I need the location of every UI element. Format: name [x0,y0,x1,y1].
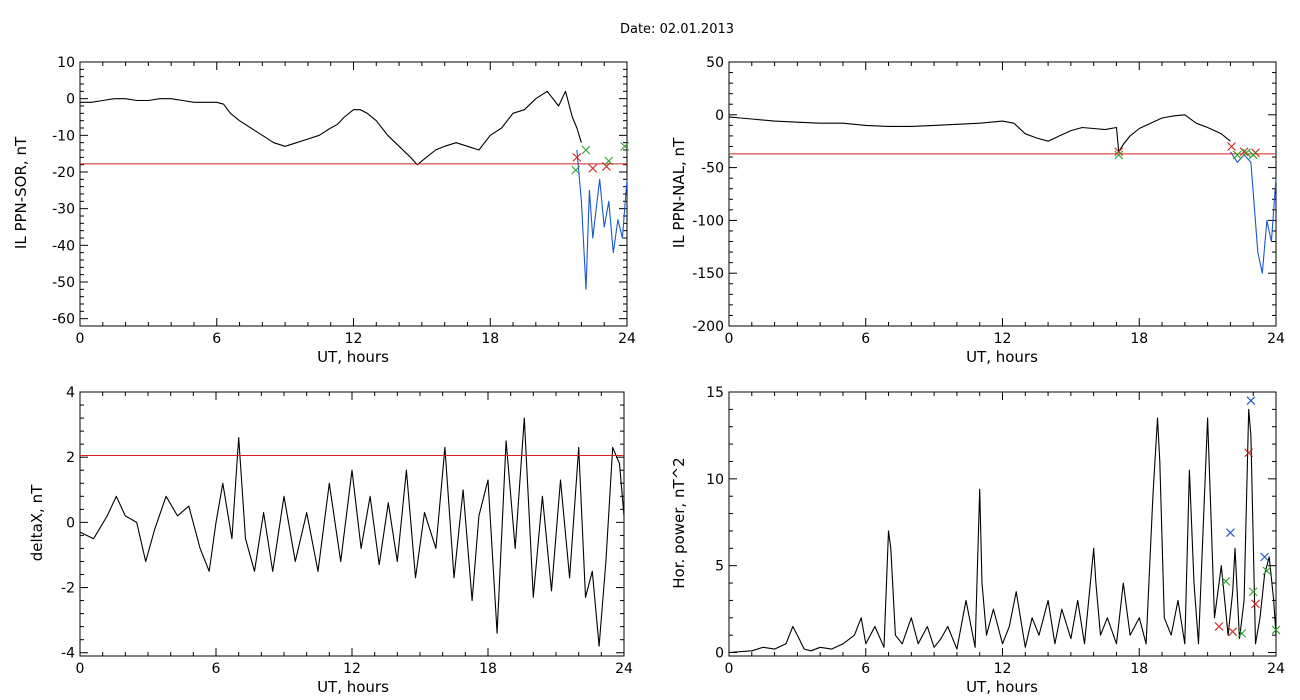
x-tick-label: 12 [994,331,1012,347]
marker-point [1244,448,1254,458]
y-tick-label: 0 [66,515,75,531]
series-line [1229,151,1277,274]
panel-il-ppn-nal: IL PPN-NAL, nT UT, hours 0 6 12 18 24 50 0 -50 -… [670,55,1285,366]
x-tick-label: 6 [861,661,870,677]
y-tick-label: -10 [52,128,75,144]
plot-frame [728,391,1277,657]
x-tick-label: 18 [1130,661,1148,677]
y-tick-label: 4 [66,385,75,401]
y-tick-label: -4 [61,646,75,662]
plot-frame [79,61,628,327]
y-tick-label: 0 [66,92,75,108]
marker-point [1271,625,1281,635]
x-tick-label: 12 [345,331,363,347]
y-tick-label: 15 [706,385,724,401]
series-line [79,417,625,647]
x-tick-label: 24 [1267,331,1285,347]
x-axis-label: UT, hours [966,348,1038,366]
x-tick-label: 6 [212,331,221,347]
y-tick-label: -20 [52,165,75,181]
x-tick-label: 24 [618,331,636,347]
x-tick-label: 6 [212,661,221,677]
marker-point [571,165,581,175]
y-tick-label: -100 [692,213,724,229]
marker-point [604,156,614,166]
y-tick-label: -60 [52,312,75,328]
x-tick-label: 6 [861,331,870,347]
y-axis-label: IL PPN-SOR, nT [12,136,30,249]
y-axis-label: Hor. power, nT^2 [670,457,688,588]
series-line [576,149,628,290]
marker-point [1248,587,1258,597]
x-tick-label: 24 [1267,661,1285,677]
x-tick-label: 24 [615,661,633,677]
x-tick-label: 18 [481,331,499,347]
x-tick-label: 0 [76,331,85,347]
panel-deltax: deltaX, nT UT, hours 0 6 12 18 24 4 2 0 -2 -4 [28,385,633,696]
x-axis-label: UT, hours [317,678,389,696]
marker-point [572,152,582,162]
plot-frame [79,391,625,657]
y-tick-label: 5 [715,559,724,575]
marker-point [1241,148,1251,158]
marker-point [1251,599,1260,609]
y-axis-label: IL PPN-NAL, nT [670,137,688,248]
y-tick-label: 10 [706,472,724,488]
y-tick-label: -150 [692,266,724,282]
y-axis-label: deltaX, nT [28,484,46,561]
y-tick-label: 0 [715,646,724,662]
y-tick-label: -2 [61,581,75,597]
x-axis-label: UT, hours [966,678,1038,696]
y-tick-label: 10 [57,55,75,71]
marker-point [602,162,611,171]
x-tick-label: 0 [76,661,85,677]
y-tick-label: -30 [52,202,75,218]
y-tick-label: 2 [66,450,75,466]
panel-hor-power: Hor. power, nT^2 UT, hours 0 6 12 18 24 15 10 5… [670,385,1285,696]
series-line [80,90,582,166]
marker-point [588,163,598,173]
marker-point [1260,552,1269,562]
marker-point [1228,627,1238,637]
x-tick-label: 12 [994,661,1012,677]
marker-point [1262,566,1272,576]
x-axis-label: UT, hours [317,348,389,366]
figure-title: Date: 02.01.2013 [620,22,734,37]
y-tick-label: 50 [706,55,724,71]
y-tick-label: -200 [692,319,724,335]
plot-frame [728,61,1277,327]
panel-il-ppn-sor: IL PPN-SOR, nT UT, hours 0 6 12 18 24 10 0 -10 -… [12,55,636,366]
marker-point [1237,629,1247,638]
series-line [728,408,1277,654]
x-tick-label: 0 [725,331,734,347]
marker-point [1248,150,1258,160]
marker-point [581,145,591,155]
marker-point [1114,147,1124,157]
marker-point [1214,622,1224,631]
marker-point [1226,528,1235,538]
marker-point [1232,150,1242,160]
marker-point [620,141,630,151]
x-tick-label: 12 [343,661,361,677]
y-tick-label: -50 [52,275,75,291]
x-tick-label: 18 [1130,331,1148,347]
y-tick-label: 0 [715,108,724,124]
marker-point [1246,396,1256,406]
y-tick-label: -50 [701,161,724,177]
series-line [728,114,1231,153]
x-tick-label: 18 [479,661,497,677]
marker-point [1227,142,1236,151]
marker-point [1221,576,1231,586]
y-tick-label: -40 [52,238,75,254]
marker-point [1114,150,1124,160]
marker-point [1239,147,1249,157]
x-tick-label: 0 [725,661,734,677]
